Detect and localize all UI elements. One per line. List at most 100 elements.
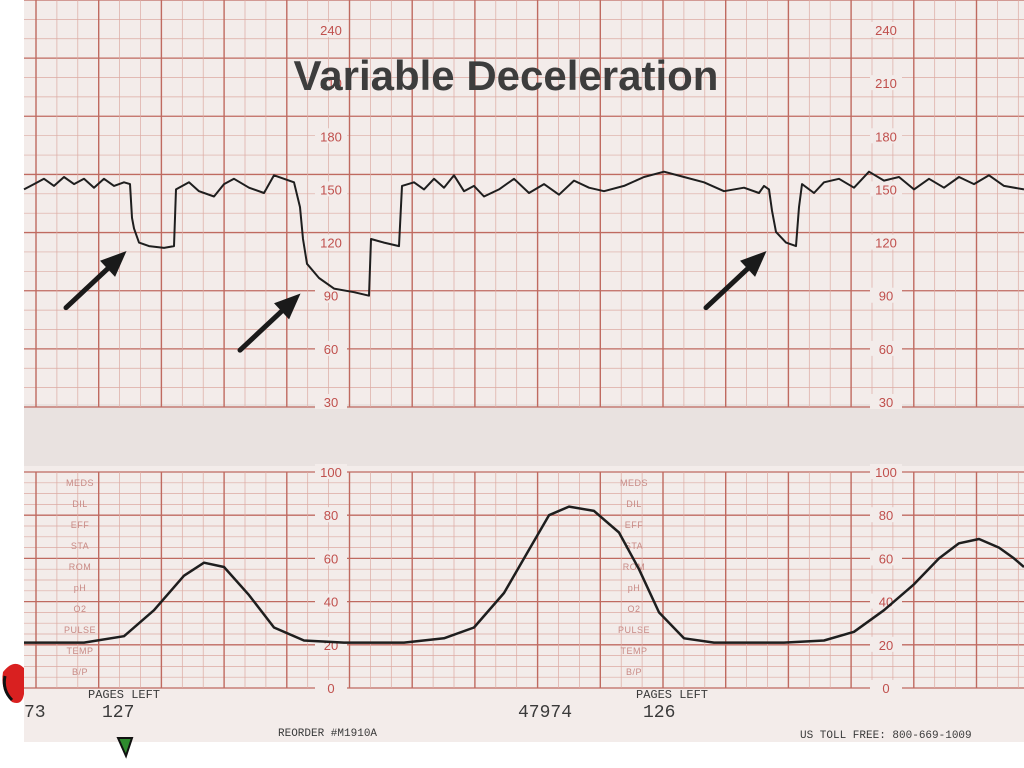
fhr-tick-label: 60 (879, 342, 893, 357)
fhr-tick-label-bg (315, 234, 347, 250)
pages-left-label-2: PAGES LEFT (636, 688, 708, 702)
reorder-number: REORDER #M1910A (278, 728, 377, 740)
fhr-tick-label-bg (870, 22, 902, 37)
side-label: PULSE (64, 625, 96, 635)
side-label: pH (74, 583, 87, 593)
side-label: B/P (72, 667, 88, 677)
ua-tick-label-bg (870, 680, 902, 695)
side-label: STA (71, 541, 89, 551)
fhr-tick-label-bg (870, 75, 902, 91)
ua-tick-label-bg (315, 464, 347, 479)
fhr-tick-label: 210 (320, 76, 342, 91)
strip-left-fragment: 73 (24, 703, 46, 723)
side-label: MEDS (66, 478, 94, 488)
side-label: EFF (71, 520, 90, 530)
pages-left-label-1: PAGES LEFT (88, 688, 160, 702)
fhr-tick-label-bg (870, 340, 902, 356)
fhr-tick-label: 240 (875, 23, 897, 38)
side-label: pH (628, 583, 641, 593)
fhr-tick-label: 120 (875, 236, 897, 251)
arrow-shaft (237, 308, 285, 353)
fhr-tick-label: 90 (324, 289, 338, 304)
ua-tick-label: 80 (879, 508, 893, 523)
deceleration-arrows (63, 251, 767, 353)
side-label: ROM (623, 562, 646, 572)
side-label: O2 (73, 604, 86, 614)
chart-side-labels: MEDS DIL EFF STA ROM pH O2 PULSE TEMP B/P MEDS DIL E… (64, 478, 650, 677)
ua-tick-label-bg (870, 507, 902, 523)
ua-tick-label: 0 (327, 681, 334, 696)
ua-tick-label: 20 (879, 638, 893, 653)
ua-tick-label-bg (870, 593, 902, 609)
fhr-tick-label-bg (315, 340, 347, 356)
side-label: ROM (69, 562, 92, 572)
fhr-tick-label-bg (870, 128, 902, 144)
fhr-tick-label-bg (315, 22, 347, 37)
corner-outline (2, 675, 14, 702)
side-label: PULSE (618, 625, 650, 635)
fhr-tick-label: 210 (875, 76, 897, 91)
arrow-head (100, 251, 127, 277)
ua-tick-label: 60 (879, 551, 893, 566)
fhr-tick-label-bg (315, 128, 347, 144)
ua-tick-label-bg (870, 550, 902, 566)
corner-decoration (2, 663, 134, 759)
arrow-shaft (63, 266, 111, 311)
ua-tick-label: 60 (324, 551, 338, 566)
ua-tick-label: 100 (320, 465, 342, 480)
ua-grid (24, 471, 1024, 689)
fhr-tick-label-bg (315, 287, 347, 303)
ua-tick-label: 100 (875, 465, 897, 480)
side-label: DIL (72, 499, 88, 509)
toll-free-number: US TOLL FREE: 800-669-1009 (800, 730, 972, 742)
side-label: TEMP (620, 646, 647, 656)
fhr-tick-label: 150 (320, 182, 342, 197)
arrow-head (274, 293, 301, 320)
ua-tick-label-bg (315, 550, 347, 566)
side-label: O2 (627, 604, 640, 614)
fhr-grid (24, 0, 1024, 408)
strip-serial-number: 47974 (518, 703, 572, 723)
fhr-tick-label-bg (315, 394, 347, 409)
fhr-tick-labels: 30 60 90 120 150 180 210 240 30 60 90 120 150 180 210 2… (315, 22, 902, 410)
side-label: TEMP (66, 646, 93, 656)
fetal-heart-rate-line (23, 170, 1024, 297)
ua-tick-label-bg (315, 680, 347, 695)
ua-tick-label-bg (870, 636, 902, 652)
pages-left-value-1: 127 (102, 703, 134, 723)
ua-tick-label: 20 (324, 638, 338, 653)
fhr-tick-label-bg (315, 181, 347, 197)
fhr-tick-label: 120 (320, 236, 342, 251)
green-corner-shape (116, 737, 134, 759)
ua-tick-label: 80 (324, 508, 338, 523)
side-label: MEDS (620, 478, 648, 488)
fhr-tick-label: 60 (324, 342, 338, 357)
ua-tick-label-bg (315, 593, 347, 609)
uterine-activity-line (24, 505, 1024, 644)
fhr-tick-label: 150 (875, 182, 897, 197)
paper-gap-band (24, 404, 1024, 466)
ua-tick-label-bg (870, 464, 902, 479)
ua-tick-label-bg (315, 507, 347, 523)
arrow-shaft (703, 266, 751, 311)
side-label: B/P (626, 667, 642, 677)
fhr-tick-label-bg (870, 394, 902, 409)
arrow-head (740, 251, 767, 277)
fhr-tick-label: 30 (879, 395, 893, 410)
fhr-tick-label-bg (870, 287, 902, 303)
fhr-tick-label: 30 (324, 395, 338, 410)
fhr-tick-label-bg (315, 75, 347, 91)
pages-left-value-2: 126 (643, 703, 675, 723)
fhr-tick-label: 180 (875, 129, 897, 144)
paper-background (24, 0, 1024, 742)
side-label: STA (625, 541, 643, 551)
fhr-tick-label-bg (870, 234, 902, 250)
fhr-tick-label: 90 (879, 289, 893, 304)
fhr-tick-label: 240 (320, 23, 342, 38)
chart-title: Variable Deceleration (294, 52, 719, 99)
side-label: DIL (626, 499, 642, 509)
fhr-tick-label-bg (870, 181, 902, 197)
ua-tick-label: 0 (882, 681, 889, 696)
